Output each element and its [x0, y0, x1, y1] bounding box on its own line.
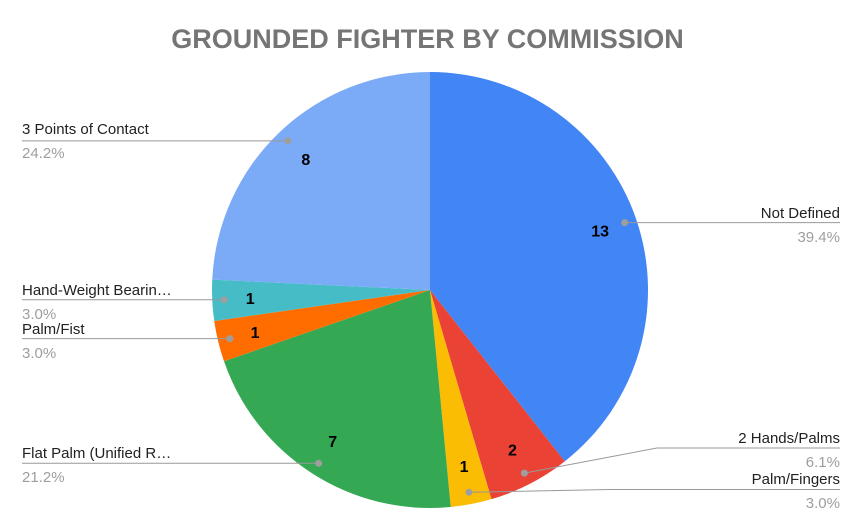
pie-slice-palm-fist[interactable]	[214, 290, 430, 362]
callout-label: Hand-Weight Bearin…	[22, 282, 172, 299]
callout-anchor-dot	[465, 488, 473, 496]
callout-not-defined: Not Defined 39.4%	[761, 204, 840, 247]
callout-percent: 6.1%	[805, 454, 840, 471]
callout-hand-weight-bearing: Hand-Weight Bearin… 3.0%	[22, 281, 172, 324]
callout-anchor-dot	[621, 219, 629, 227]
callout-percent: 21.2%	[22, 469, 65, 486]
callout-palm-fingers: Palm/Fingers 3.0%	[752, 470, 840, 513]
callout-percent: 3.0%	[22, 306, 57, 323]
pie-slice-3-points-of-contact[interactable]	[212, 72, 430, 290]
callout-anchor-dot	[226, 335, 234, 343]
callout-percent: 3.0%	[805, 495, 840, 512]
callout-label: Palm/Fingers	[751, 471, 840, 488]
slice-value-label: 1	[460, 459, 469, 476]
callout-anchor-dot	[284, 137, 292, 145]
callout-label: Palm/Fist	[22, 321, 85, 338]
pie-slice-2-hands-palms[interactable]	[430, 290, 565, 500]
pie-slice-hand-weight-bearin[interactable]	[212, 279, 430, 322]
callout-label: Not Defined	[760, 205, 840, 222]
chart-title: GROUNDED FIGHTER BY COMMISSION	[171, 24, 684, 54]
callout-anchor-dot	[220, 296, 228, 304]
slice-value-label: 7	[328, 434, 337, 451]
callout-label: 2 Hands/Palms	[738, 430, 840, 447]
callout-label: 3 Points of Contact	[22, 121, 149, 138]
callout-palm-fist: Palm/Fist 3.0%	[22, 320, 85, 363]
callout-percent: 39.4%	[797, 229, 840, 246]
slice-value-label: 13	[591, 224, 609, 241]
pie-slice-palm-fingers[interactable]	[430, 290, 492, 508]
slice-value-label: 1	[246, 291, 255, 308]
callout-percent: 3.0%	[22, 345, 57, 362]
slice-value-label: 2	[508, 443, 517, 460]
callout-3-points-of-contact: 3 Points of Contact 24.2%	[22, 120, 149, 163]
callout-anchor-dot	[315, 459, 323, 467]
callout-flat-palm-unified: Flat Palm (Unified R… 21.2%	[22, 444, 171, 487]
pie-slice-flat-palm-unified-r[interactable]	[223, 290, 451, 508]
callout-leader-line	[524, 447, 840, 474]
callout-label: Flat Palm (Unified R…	[22, 445, 172, 462]
pie-slice-not-defined[interactable]	[430, 72, 649, 462]
callout-leader-line	[468, 489, 840, 493]
callout-2-hands-palms: 2 Hands/Palms 6.1%	[738, 429, 840, 472]
slice-value-label: 1	[251, 325, 260, 342]
callout-percent: 24.2%	[22, 145, 65, 162]
slice-value-label: 8	[301, 152, 310, 169]
callout-anchor-dot	[520, 469, 528, 477]
